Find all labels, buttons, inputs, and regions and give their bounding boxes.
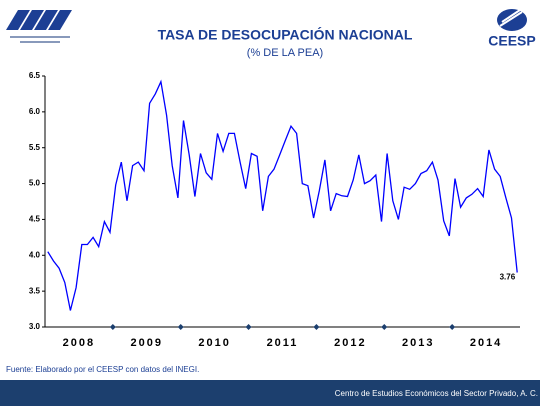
year-divider	[177, 324, 184, 330]
x-year-label: 2013	[402, 337, 434, 349]
year-divider	[109, 324, 116, 330]
y-tick-label: 4.0	[29, 250, 41, 259]
year-divider	[313, 324, 320, 330]
y-tick-label: 6.0	[29, 107, 41, 116]
series-line	[47, 79, 518, 311]
y-tick-label: 5.5	[29, 143, 41, 152]
year-divider	[449, 324, 456, 330]
y-tick-label: 3.0	[29, 322, 41, 331]
y-tick-label: 4.5	[29, 215, 41, 224]
footer-bar	[0, 380, 540, 406]
x-year-label: 2014	[470, 337, 502, 349]
year-divider	[245, 324, 252, 330]
x-year-label: 2009	[131, 337, 163, 349]
y-tick-label: 6.5	[29, 71, 41, 80]
year-divider	[381, 324, 388, 330]
x-year-label: 2010	[198, 337, 230, 349]
chart-title: TASA DE DESOCUPACIÓN NACIONAL	[158, 26, 413, 43]
left-logo	[6, 10, 72, 43]
logo-text: CEESP	[488, 33, 535, 49]
x-year-label: 2011	[267, 337, 299, 349]
source-note: Fuente: Elaborado por el CEESP con datos…	[6, 365, 199, 374]
x-year-label: 2012	[334, 337, 366, 349]
plot: 3.0 3.5 4.0 4.5 5.0 5.5 6.0 6.5 2008 2009 2010 2011…	[29, 71, 520, 349]
x-year-label: 2008	[63, 337, 95, 349]
data-label: 3.76	[500, 273, 516, 282]
y-tick-label: 5.0	[29, 179, 41, 188]
chart-subtitle: (% DE LA PEA)	[247, 47, 323, 59]
y-tick-label: 3.5	[29, 286, 41, 295]
footer-text: Centro de Estudios Económicos del Sector…	[335, 389, 538, 398]
right-logo: CEESP	[488, 9, 536, 49]
